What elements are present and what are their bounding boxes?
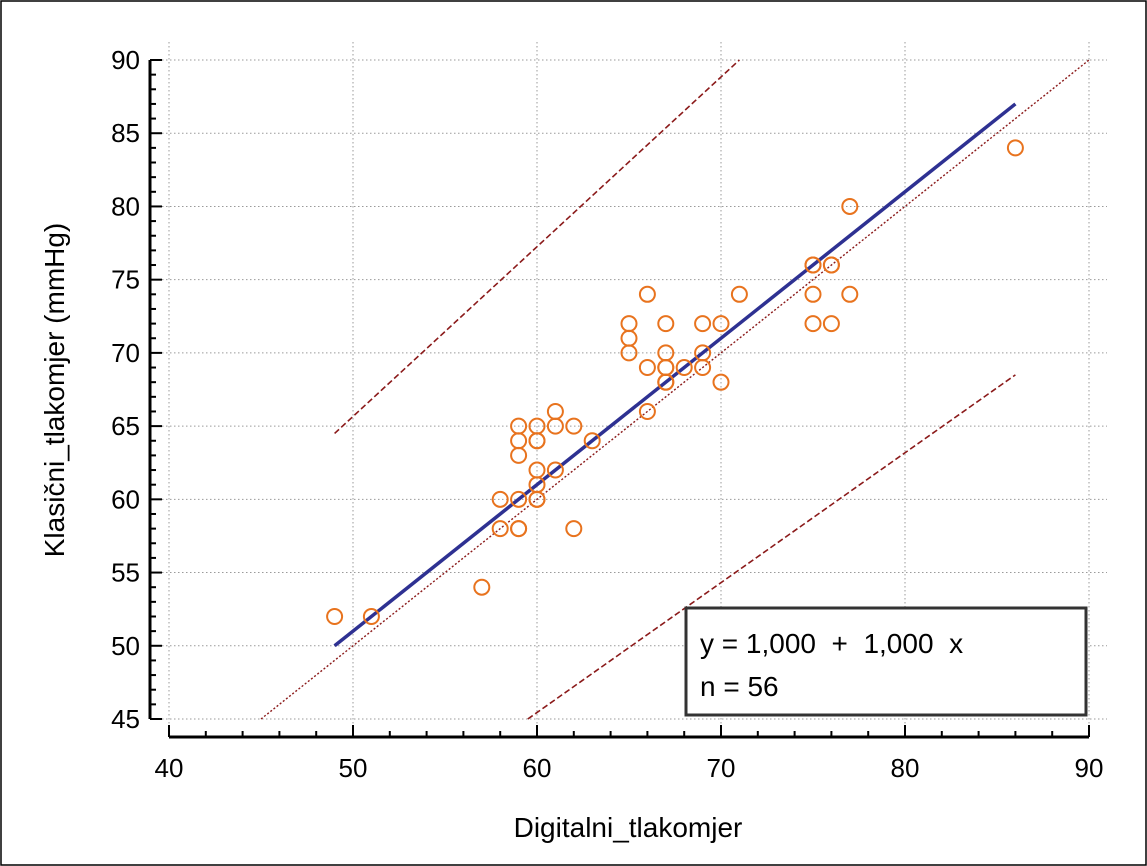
data-point [491,520,509,538]
data-point [675,359,693,377]
data-point [510,520,528,538]
y-tick-label: 75 [111,265,140,295]
regression-line [333,102,1017,648]
data-point [822,256,840,274]
data-point [657,315,675,333]
data-point [510,417,528,435]
data-point [694,344,712,362]
equation-box: y = 1,000 + 1,000 x n = 56 [684,606,1088,717]
data-point [804,285,822,303]
data-point [362,607,380,625]
data-point [657,344,675,362]
data-point [638,285,656,303]
data-point [1006,139,1024,157]
x-tick-label: 50 [339,753,368,783]
data-point [804,315,822,333]
data-point [491,490,509,508]
data-point [804,256,822,274]
data-point [473,578,491,596]
y-tick-label: 55 [111,558,140,588]
y-tick-label: 60 [111,484,140,514]
lower-bound-line [527,374,1016,720]
x-tick-label: 80 [891,753,920,783]
data-point [546,402,564,420]
identity-line [260,59,1090,720]
equation-box-frame [684,606,1088,717]
x-tick-label: 90 [1075,753,1104,783]
data-point [326,607,344,625]
y-tick-label: 80 [111,191,140,221]
y-tick-label: 85 [111,118,140,148]
data-point [841,197,859,215]
data-point [712,315,730,333]
regression-equation: y = 1,000 + 1,000 x [700,628,963,659]
data-point [638,402,656,420]
upper-bound-line [334,59,740,435]
x-axis-title: Digitalni_tlakomjer [514,812,743,843]
y-tick-label: 65 [111,411,140,441]
data-point [528,417,546,435]
data-point [638,359,656,377]
line-layer [260,59,1090,720]
y-tick-label: 50 [111,631,140,661]
y-tick-label: 45 [111,704,140,734]
data-point [730,285,748,303]
x-tick-label: 40 [155,753,184,783]
data-point [620,315,638,333]
sample-size: n = 56 [700,671,779,702]
y-tick-label: 90 [111,45,140,75]
data-point [583,432,601,450]
point-layer [326,139,1024,625]
data-point [565,520,583,538]
data-point [546,461,564,479]
data-point [565,417,583,435]
data-point [712,373,730,391]
data-point [528,461,546,479]
x-tick-label: 70 [707,753,736,783]
y-axis-title: Klasični_tlakomjer (mmHg) [39,223,70,558]
axis-layer: 40 50 60 70 80 90 45 50 55 60 65 70 75 80 85 90 [111,45,1103,783]
y-tick-label: 70 [111,338,140,368]
x-tick-label: 60 [523,753,552,783]
data-point [822,315,840,333]
data-point [841,285,859,303]
data-point [510,490,528,508]
data-point [694,315,712,333]
